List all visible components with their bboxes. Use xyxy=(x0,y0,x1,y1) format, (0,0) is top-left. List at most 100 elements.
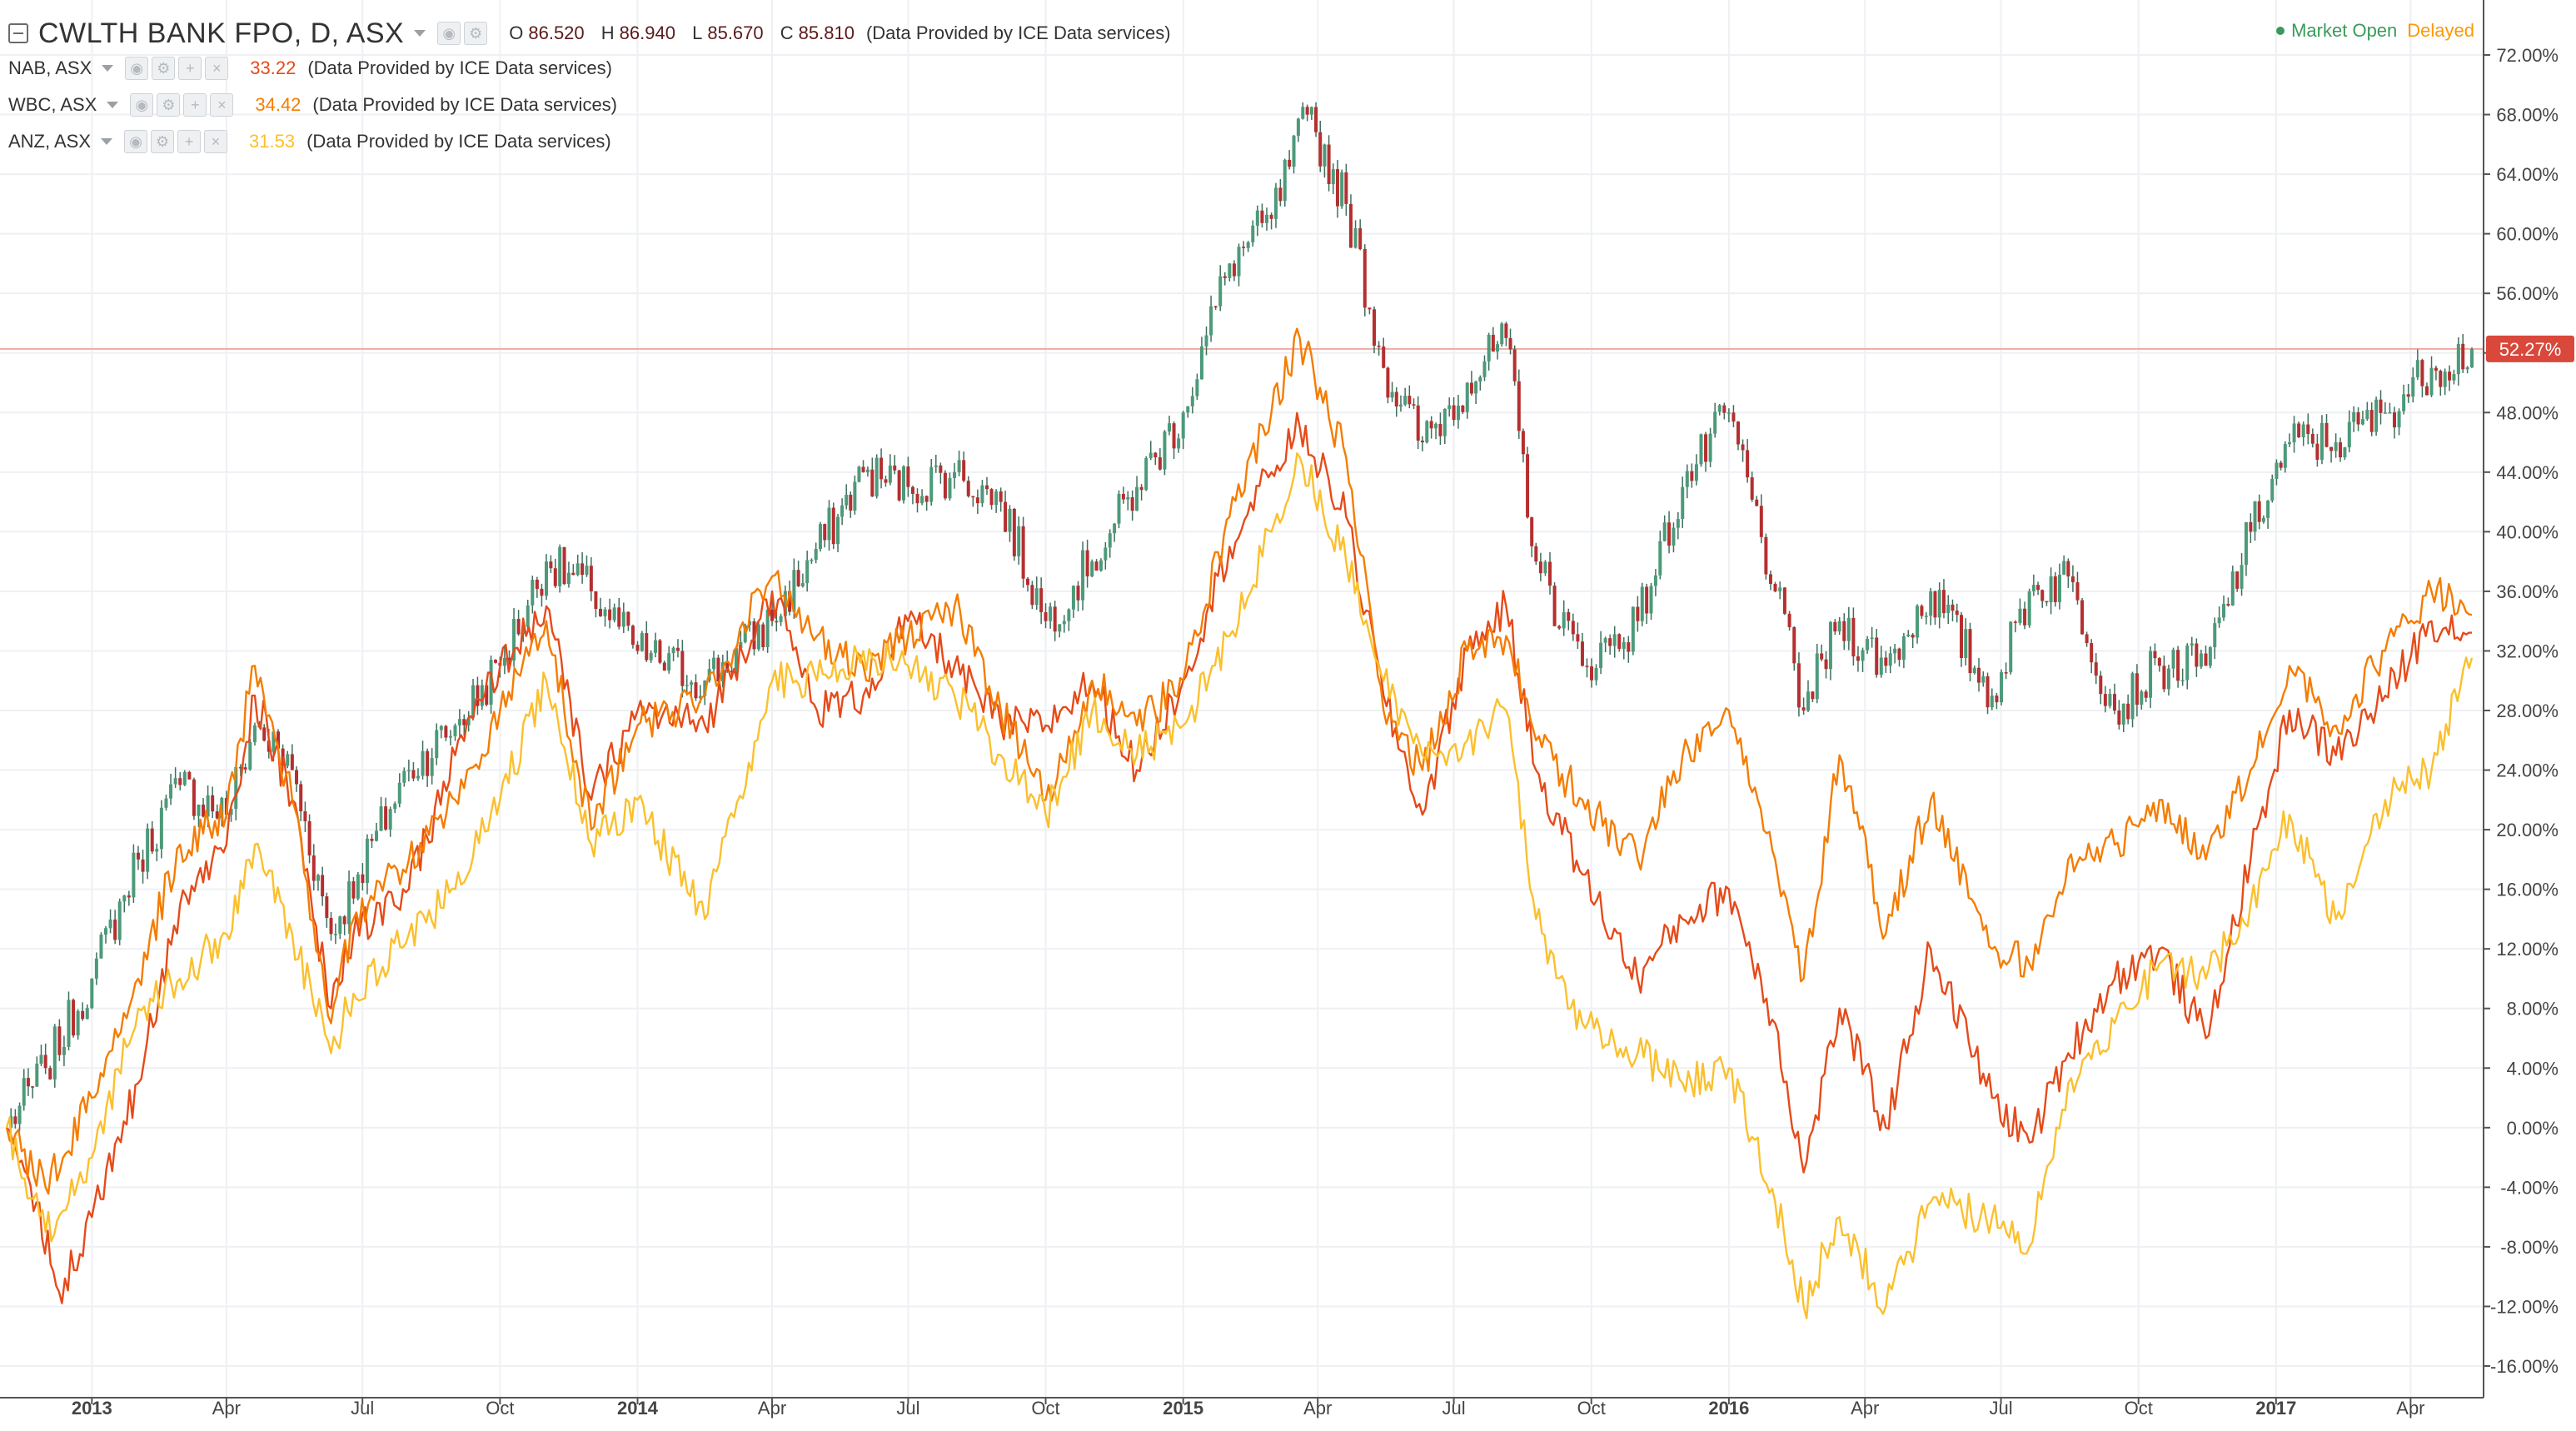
y-tick-label: -4.00% xyxy=(2500,1177,2559,1198)
candle-body xyxy=(818,524,822,550)
candle-body xyxy=(1782,587,1786,614)
compare-symbol-anz[interactable]: ANZ, ASX xyxy=(8,131,92,152)
candle-body xyxy=(356,874,360,899)
x-tick-label: 2015 xyxy=(1163,1398,1203,1419)
time-axis[interactable]: 2013 Apr Jul Oct 2014 Apr Jul Oct 2015 Apr Jul Oct 2… xyxy=(72,1398,2425,1419)
candle-body xyxy=(888,465,892,483)
candle-body xyxy=(1778,587,1782,591)
candle-body xyxy=(2257,501,2261,522)
candle-body xyxy=(2439,371,2443,387)
collapse-icon[interactable] xyxy=(8,23,28,43)
candle-body xyxy=(393,803,397,810)
gear-icon[interactable]: ⚙ xyxy=(157,93,181,117)
gear-icon[interactable]: ⚙ xyxy=(152,57,176,80)
close-icon[interactable]: × xyxy=(210,93,234,117)
candle-body xyxy=(1447,405,1452,410)
eye-icon[interactable]: ◉ xyxy=(437,22,461,45)
candle-body xyxy=(2301,424,2305,437)
candle-body xyxy=(1076,586,1080,601)
candle-body xyxy=(1318,132,1323,167)
candle-body xyxy=(1058,624,1062,632)
high-label: H xyxy=(600,22,615,43)
caret-down-icon[interactable] xyxy=(107,102,119,108)
candle-body xyxy=(1121,493,1125,500)
candle-body xyxy=(2099,676,2103,695)
compare-symbol-wbc[interactable]: WBC, ASX xyxy=(8,94,97,115)
candle-body xyxy=(448,735,452,738)
candle-body xyxy=(526,605,530,627)
candle-body xyxy=(685,685,689,686)
candle-body xyxy=(566,572,571,585)
candle-body xyxy=(238,766,242,769)
candle-body xyxy=(1731,412,1736,422)
candle-body xyxy=(649,652,653,661)
candle-body xyxy=(2411,376,2415,397)
candle-body xyxy=(351,881,356,899)
plus-icon[interactable]: + xyxy=(183,93,207,117)
candle-body xyxy=(1530,517,1534,546)
candle-body xyxy=(1726,412,1731,414)
candle-body xyxy=(1875,637,1879,676)
candle-body xyxy=(1828,621,1832,670)
caret-down-icon[interactable] xyxy=(414,30,426,37)
delayed-text: Delayed xyxy=(2407,20,2474,41)
close-icon[interactable]: × xyxy=(205,57,229,80)
candle-body xyxy=(962,460,966,481)
eye-icon[interactable]: ◉ xyxy=(125,57,149,80)
candle-body xyxy=(1353,228,1358,248)
caret-down-icon[interactable] xyxy=(101,138,113,145)
caret-down-icon[interactable] xyxy=(102,65,114,72)
candle-body xyxy=(1456,405,1460,421)
eye-icon[interactable]: ◉ xyxy=(124,130,148,153)
candle-body xyxy=(598,608,602,616)
candle-body xyxy=(342,916,346,925)
candle-body xyxy=(2266,500,2270,518)
candle-body xyxy=(1866,639,1870,651)
candle-body xyxy=(1314,107,1318,132)
candle-body xyxy=(1508,337,1512,350)
candle-body xyxy=(2424,386,2429,396)
main-symbol[interactable]: CWLTH BANK FPO, D, ASX xyxy=(38,17,405,49)
candle-body xyxy=(1941,590,1946,614)
candle-body xyxy=(1358,228,1363,250)
compare-symbol-nab[interactable]: NAB, ASX xyxy=(8,57,92,78)
plus-icon[interactable]: + xyxy=(178,57,202,80)
candle-body xyxy=(507,657,511,661)
price-axis[interactable]: 72.00%68.00%64.00%60.00%56.00%52.00%48.0… xyxy=(2484,45,2559,1377)
candle-body xyxy=(640,633,644,651)
candle-body xyxy=(1199,346,1203,380)
gear-icon[interactable]: ⚙ xyxy=(464,22,488,45)
candle-body xyxy=(1126,497,1130,500)
candle-body xyxy=(164,798,168,808)
y-tick-label: 12.00% xyxy=(2496,939,2559,960)
candle-body xyxy=(2244,521,2248,566)
candle-body xyxy=(1681,486,1685,520)
eye-icon[interactable]: ◉ xyxy=(130,93,154,117)
plus-icon[interactable]: + xyxy=(177,130,202,153)
candle-body xyxy=(1571,621,1575,635)
candle-body xyxy=(2235,571,2240,589)
candle-body xyxy=(1158,457,1162,470)
gear-icon[interactable]: ⚙ xyxy=(151,130,175,153)
candle-body xyxy=(1722,405,1726,413)
candle-body xyxy=(2343,447,2347,458)
candle-body xyxy=(1438,423,1442,436)
candle-body xyxy=(290,754,294,770)
candle-body xyxy=(2388,412,2392,414)
candle-body xyxy=(1465,382,1469,412)
candle-body xyxy=(680,651,685,686)
x-tick-label: Apr xyxy=(1303,1398,1332,1419)
candle-body xyxy=(1232,263,1236,277)
candle-body xyxy=(1815,653,1819,700)
candle-body xyxy=(1377,346,1381,347)
close-icon[interactable]: × xyxy=(204,130,228,153)
candle-body xyxy=(1787,613,1791,627)
candle-body xyxy=(1946,604,1951,614)
candle-body xyxy=(17,1105,22,1124)
candle-body xyxy=(1667,522,1672,546)
candle-body xyxy=(1260,210,1264,223)
candle-body xyxy=(994,491,999,506)
candle-body xyxy=(1920,606,1924,616)
candle-body xyxy=(1811,691,1815,700)
